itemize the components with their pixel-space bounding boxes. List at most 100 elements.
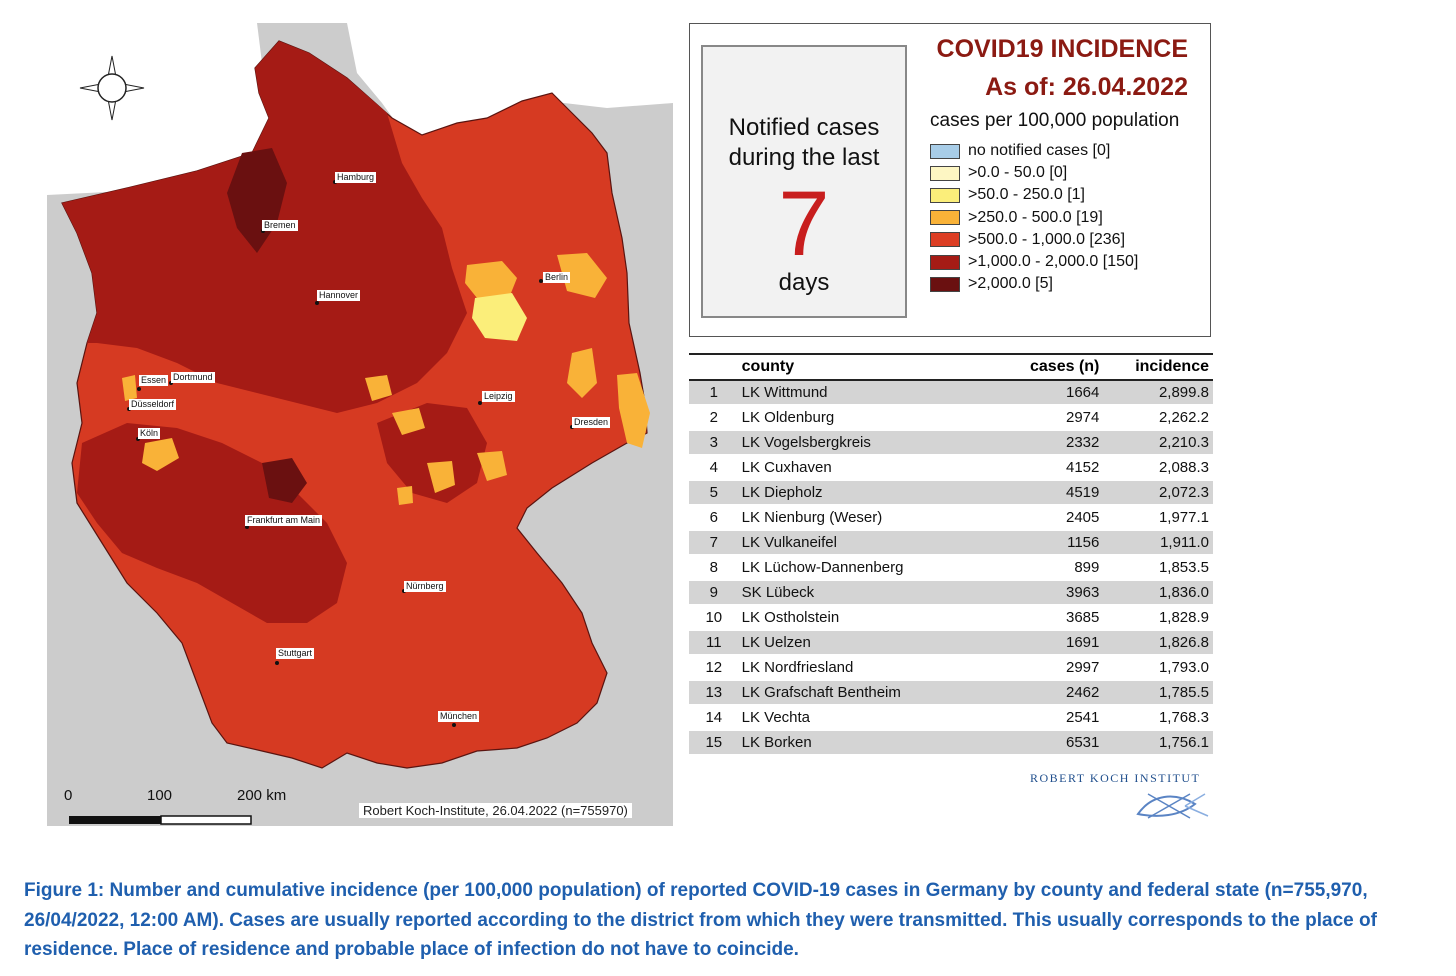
zone-very-high-vogelsberg — [262, 458, 307, 503]
legend-box: Notified cases during the last 7 days CO… — [689, 23, 1211, 337]
scale-label-200: 200 km — [237, 787, 287, 804]
city-label-dortmund: Dortmund — [171, 372, 215, 383]
table-row: 15 LK Borken 6531 1,756.1 — [689, 730, 1213, 756]
cell-county: SK Lübeck — [738, 580, 973, 606]
zone-orange-central1 — [365, 375, 392, 401]
cell-cases: 1664 — [972, 380, 1100, 406]
table-row: 5 LK Diepholz 4519 2,072.3 — [689, 480, 1213, 506]
cell-incidence: 1,785.5 — [1099, 680, 1213, 706]
cell-rank: 15 — [689, 730, 739, 756]
legend-item: >2,000.0 [5] — [930, 273, 1138, 295]
cell-incidence: 1,793.0 — [1099, 655, 1213, 681]
table-row: 13 LK Grafschaft Bentheim 2462 1,785.5 — [689, 680, 1213, 706]
table-header-row: county cases (n) incidence — [689, 353, 1213, 381]
cell-rank: 4 — [689, 455, 739, 481]
city-dot-muenchen — [452, 723, 456, 727]
cell-county: LK Lüchow-Dannenberg — [738, 555, 973, 581]
days-number: 7 — [778, 173, 830, 275]
table-row: 6 LK Nienburg (Weser) 2405 1,977.1 — [689, 505, 1213, 531]
cell-cases: 1691 — [972, 630, 1100, 656]
zone-orange-thuringia2 — [477, 451, 507, 481]
city-dot-leipzig — [478, 401, 482, 405]
legend-title: COVID19 INCIDENCE As of: 26.04.2022 — [937, 30, 1188, 106]
legend-swatch — [930, 276, 960, 292]
city-label-essen: Essen — [139, 375, 169, 386]
cell-county: LK Borken — [738, 730, 973, 756]
cell-cases: 3963 — [972, 580, 1100, 606]
cell-rank: 11 — [689, 630, 739, 656]
cell-county: LK Nordfriesland — [738, 655, 973, 681]
legend-label: >250.0 - 500.0 [19] — [968, 208, 1103, 226]
table-row: 8 LK Lüchow-Dannenberg 899 1,853.5 — [689, 555, 1213, 581]
legend-item: no notified cases [0] — [930, 140, 1138, 162]
cell-incidence: 2,210.3 — [1099, 430, 1213, 456]
legend-swatch — [930, 165, 960, 181]
city-dot-dortmund — [169, 381, 173, 385]
cell-rank: 10 — [689, 605, 739, 631]
cell-incidence: 1,768.3 — [1099, 705, 1213, 731]
cell-county: LK Oldenburg — [738, 405, 973, 431]
cell-incidence: 1,977.1 — [1099, 505, 1213, 531]
city-dot-frankfurt — [245, 525, 249, 529]
city-dot-stuttgart — [275, 661, 279, 665]
cell-county: LK Vogelsbergkreis — [738, 430, 973, 456]
zone-orange-central2 — [392, 408, 425, 435]
days-box: Notified cases during the last 7 days — [701, 45, 907, 318]
scale-label-0: 0 — [64, 787, 73, 804]
days-text: Notified cases during the last — [728, 114, 880, 171]
city-label-muenchen: München — [438, 711, 480, 722]
days-unit: days — [778, 269, 830, 296]
table-row: 12 LK Nordfriesland 2997 1,793.0 — [689, 655, 1213, 681]
legend-item: >0.0 - 50.0 [0] — [930, 162, 1138, 184]
rki-logo: ROBERT KOCH INSTITUT — [1030, 771, 1230, 823]
city-label-koeln: Köln — [138, 428, 161, 439]
city-dot-hannover — [315, 301, 319, 305]
baltic-sea — [347, 23, 673, 148]
cell-cases: 1156 — [972, 530, 1100, 556]
legend-label: >0.0 - 50.0 [0] — [968, 164, 1068, 182]
cell-county: LK Vulkaneifel — [738, 530, 973, 556]
cell-rank: 2 — [689, 405, 739, 431]
cell-county: LK Grafschaft Bentheim — [738, 680, 973, 706]
zone-west-high — [77, 423, 347, 623]
cell-county: LK Cuxhaven — [738, 455, 973, 481]
cell-cases: 4519 — [972, 480, 1100, 506]
cell-rank: 14 — [689, 705, 739, 731]
zone-orange-berlin — [465, 261, 517, 303]
zone-yellow-potsdam — [472, 293, 527, 341]
cell-cases: 2332 — [972, 430, 1100, 456]
cell-incidence: 1,826.8 — [1099, 630, 1213, 656]
cell-rank: 8 — [689, 555, 739, 581]
cell-incidence: 2,088.3 — [1099, 455, 1213, 481]
germany-incidence-map: Hamburg Bremen Hannover Berlin Essen Dor… — [47, 23, 673, 826]
legend-label: >50.0 - 250.0 [1] — [968, 186, 1085, 204]
cell-incidence: 1,828.9 — [1099, 605, 1213, 631]
cell-incidence: 2,072.3 — [1099, 480, 1213, 506]
compass-rose — [79, 55, 145, 121]
cell-incidence: 2,262.2 — [1099, 405, 1213, 431]
header-rank — [689, 353, 739, 381]
cell-county: LK Ostholstein — [738, 605, 973, 631]
table-row: 14 LK Vechta 2541 1,768.3 — [689, 705, 1213, 731]
cell-cases: 6531 — [972, 730, 1100, 756]
map-credit: Robert Koch-Institute, 26.04.2022 (n=755… — [359, 803, 632, 818]
cell-county: LK Uelzen — [738, 630, 973, 656]
cell-incidence: 1,756.1 — [1099, 730, 1213, 756]
cell-rank: 9 — [689, 580, 739, 606]
city-label-dresden: Dresden — [572, 417, 611, 428]
cell-rank: 6 — [689, 505, 739, 531]
cell-cases: 3685 — [972, 605, 1100, 631]
legend-list: no notified cases [0] >0.0 - 50.0 [0] >50.… — [930, 140, 1138, 295]
table-row: 10 LK Ostholstein 3685 1,828.9 — [689, 605, 1213, 631]
city-label-bremen: Bremen — [262, 220, 298, 231]
city-label-leipzig: Leipzig — [482, 391, 515, 402]
cell-county: LK Nienburg (Weser) — [738, 505, 973, 531]
rki-logo-text: ROBERT KOCH INSTITUT — [1030, 771, 1201, 785]
city-label-stuttgart: Stuttgart — [276, 648, 315, 659]
cell-incidence: 1,836.0 — [1099, 580, 1213, 606]
table-row: 4 LK Cuxhaven 4152 2,088.3 — [689, 455, 1213, 481]
cell-incidence: 1,853.5 — [1099, 555, 1213, 581]
city-label-duesseldorf: Düsseldorf — [129, 399, 177, 410]
legend-swatch — [930, 187, 960, 203]
legend-label: >500.0 - 1,000.0 [236] — [968, 230, 1126, 248]
